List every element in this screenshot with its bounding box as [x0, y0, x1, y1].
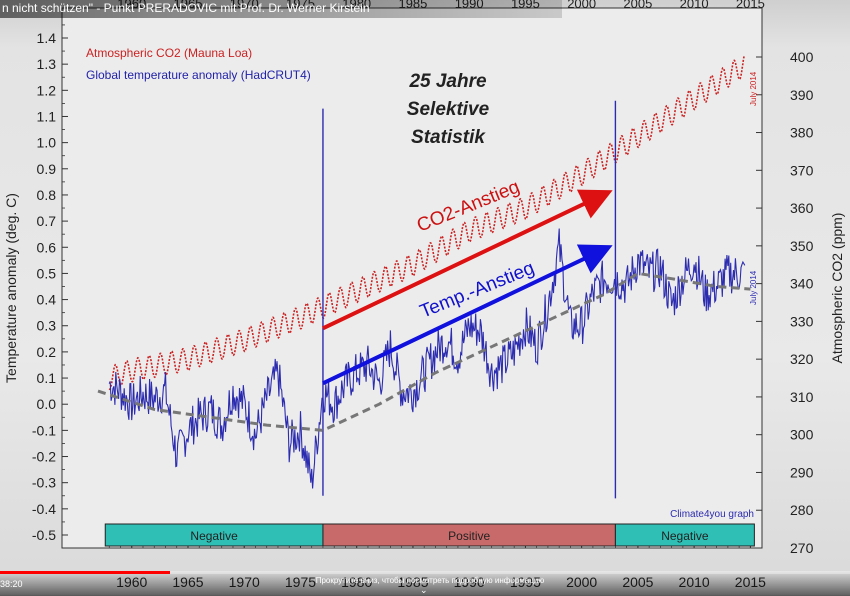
y-left-tick-label: 0.8 [37, 187, 57, 203]
y-right-tick-label: 320 [790, 351, 814, 367]
y-left-tick-label: 0.2 [37, 344, 57, 360]
y-right-tick-label: 350 [790, 238, 814, 254]
july-label-temp: July 2014 [749, 270, 758, 305]
y-left-axis-label: Temperature anomaly (deg. C) [3, 193, 19, 383]
co2-rise-arrow [322, 189, 613, 331]
credit-label: Climate4you graph [670, 509, 754, 520]
y-right-tick-label: 290 [790, 464, 814, 480]
y-left-tick-label: 0.4 [37, 292, 57, 308]
co2-series-line [108, 55, 746, 391]
y-left-tick-label: 0.9 [37, 161, 57, 177]
y-left-tick-label: 1.1 [37, 108, 57, 124]
july-label-co2: July 2014 [749, 71, 758, 106]
phase-label: Negative [190, 529, 238, 543]
y-right-tick-label: 370 [790, 162, 814, 178]
y-left-tick-label: -0.5 [32, 527, 56, 543]
overlay-title-line: Selektive [407, 99, 490, 120]
x-tick-label-top: 2005 [623, 0, 652, 11]
phase-segment [614, 523, 755, 547]
y-right-tick-label: 300 [790, 427, 814, 443]
y-right-tick-label: 280 [790, 502, 814, 518]
y-right-tick-label: 310 [790, 389, 814, 405]
y-left-tick-label: 0.5 [37, 265, 57, 281]
phase-label: Negative [661, 529, 709, 543]
phase-label: Positive [448, 529, 490, 543]
overlay-title-line: Statistik [411, 127, 486, 148]
temp-rise-arrow [322, 244, 613, 386]
y-right-tick-label: 340 [790, 276, 814, 292]
y-left-tick-label: 1.0 [37, 135, 57, 151]
chevron-down-icon[interactable]: ⌄ [420, 585, 428, 595]
y-left-tick-label: 0.7 [37, 213, 57, 229]
legend-co2: Atmospheric CO2 (Mauna Loa) [86, 46, 252, 60]
x-tick-label-top: 2010 [680, 0, 709, 11]
y-left-tick-label: -0.3 [32, 475, 56, 491]
progress-fill [0, 571, 170, 574]
time-current: 38:20 [0, 579, 23, 589]
y-left-tick-label: 1.4 [37, 30, 57, 46]
legend-temperature: Global temperature anomaly (HadCRUT4) [86, 68, 311, 82]
y-left-tick-label: 0.6 [37, 239, 57, 255]
y-left-tick-label: 1.2 [37, 82, 57, 98]
y-right-tick-label: 270 [790, 540, 814, 556]
y-left-tick-label: 0.3 [37, 318, 57, 334]
progress-bar[interactable] [0, 571, 850, 574]
video-controls[interactable]: 38:20 Прокрутите вниз, чтобы посмотреть … [0, 571, 850, 595]
y-right-tick-label: 400 [790, 49, 814, 65]
y-left-tick-label: -0.4 [32, 501, 56, 517]
overlay-title-line: 25 Jahre [408, 71, 487, 92]
video-title[interactable]: n nicht schützen" - Punkt PRERADOVIC mit… [0, 0, 562, 18]
y-right-tick-label: 360 [790, 200, 814, 216]
y-left-tick-label: 1.3 [37, 56, 57, 72]
plot-frame [61, 7, 763, 549]
y-left-tick-label: -0.2 [32, 449, 56, 465]
y-right-axis-label: Atmospheric CO2 (ppm) [829, 213, 845, 364]
y-right-tick-label: 380 [790, 125, 814, 141]
x-tick-label-top: 2000 [567, 0, 596, 11]
temperature-series-line [108, 228, 746, 489]
scroll-hint: Прокрутите вниз, чтобы посмотреть подроб… [315, 576, 545, 585]
x-tick-label-top: 2015 [736, 0, 765, 11]
y-left-tick-label: 0.0 [37, 396, 57, 412]
y-left-tick-label: 0.1 [37, 370, 57, 386]
y-right-tick-label: 390 [790, 87, 814, 103]
y-left-tick-label: -0.1 [32, 422, 56, 438]
y-right-tick-label: 330 [790, 313, 814, 329]
